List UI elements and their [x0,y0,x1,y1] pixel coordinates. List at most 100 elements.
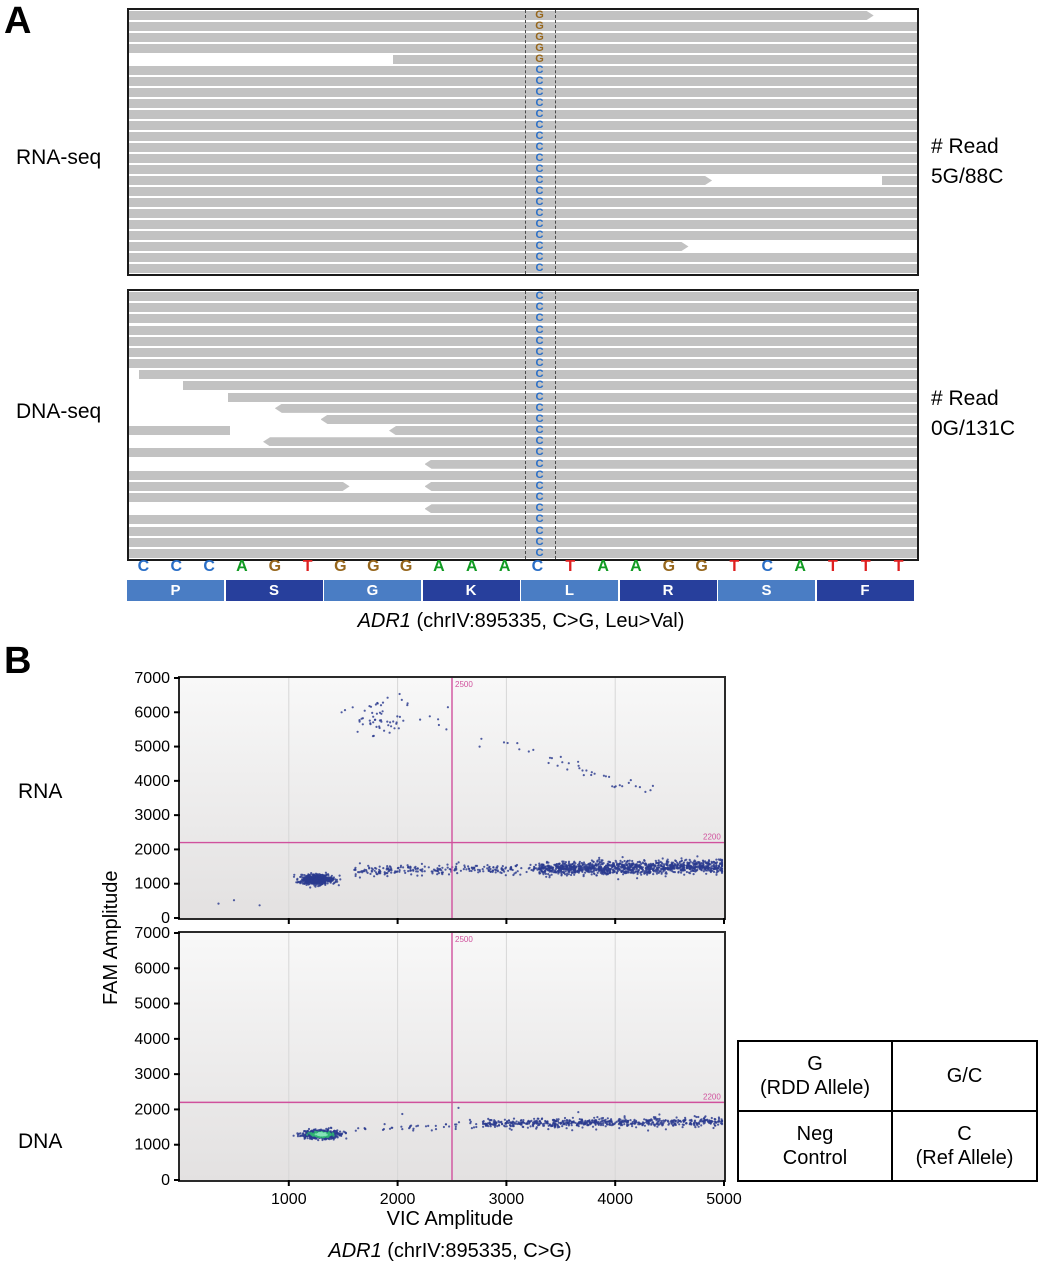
read-bar [129,336,917,346]
legend-cell-rdd-allele: G (RDD Allele) [737,1040,893,1112]
reference-base-letter: T [893,558,904,575]
y-tick-label: 1000 [134,876,170,893]
variant-base-letter: C [535,196,544,208]
reference-base-letter: G [334,558,347,575]
reference-base-letter: C [761,558,774,575]
rna-scatter-plot: 0 1000 2000 3000 4000 5000 6000 7000 2500 2200 [134,670,726,927]
read-bar [129,231,917,240]
variant-base-letter: C [535,108,544,120]
amino-acid-box: L [521,580,618,601]
dna-plot-label: DNA [18,1130,63,1153]
reference-base-letter: T [860,558,871,575]
droplet-cluster [314,1131,328,1137]
variant-base-letter: C [535,446,544,459]
y-axis-label: FAM Amplitude [100,870,122,1005]
read-bar [129,347,917,357]
variant-base-letter: G [535,53,544,65]
variant-base-letter: C [535,357,544,369]
read-bar [129,66,917,75]
variant-base-letter: G [535,9,544,21]
reference-base-letter: A [630,558,642,575]
variant-base-letter: C [535,524,544,537]
variant-base-letter: C [535,229,544,241]
variant-base-letter: C [535,64,544,76]
legend-cell-ref-allele: C (Ref Allele) [891,1110,1038,1182]
read-bar [424,481,917,491]
y-tick-label: 6000 [134,960,170,977]
amino-acid-box: F [816,580,914,601]
variant-base-letter: C [535,251,544,263]
reference-base-letter: G [399,558,413,575]
reference-base-letter: A [466,558,478,575]
reference-base-letter: C [137,558,150,575]
amino-acid-box: P [127,580,224,601]
crosshair-x-label: 2500 [455,680,473,689]
read-bar [129,198,917,207]
read-bar [389,426,917,436]
droplet-cluster [354,1118,478,1132]
variant-base-letter: C [535,412,544,425]
panel-b-caption: ADR1 (chrIV:895335, C>G) [178,1240,722,1263]
variant-base-letter: C [535,97,544,109]
read-bar [129,526,917,536]
amino-acid-box: R [619,580,717,601]
crosshair-y-label: 2200 [703,1092,721,1101]
read-bar [129,77,917,86]
amino-acid-box: G [324,580,421,601]
reference-base-letter: T [302,558,313,575]
reference-base-letter: A [236,558,248,575]
panel-b-caption-rest: (chrIV:895335, C>G) [381,1240,572,1262]
variant-base-letter: C [535,86,544,98]
variant-base-letter: C [535,218,544,230]
read-bar [263,437,917,447]
variant-base-letter: C [535,323,544,336]
read-bar [129,99,917,108]
read-bar [129,253,917,262]
read-bar [881,176,917,185]
y-tick-label: 7000 [134,925,170,942]
gene-name: ADR1 [328,1240,382,1262]
variant-base-letter: C [535,401,544,414]
reference-base-letter: A [433,558,445,575]
droplet-cluster [292,871,342,889]
read-bar [129,154,917,163]
read-bar [129,242,689,251]
read-bar [129,143,917,152]
dna-seq-track-label: DNA-seq [16,400,102,423]
droplet-cluster [217,899,261,907]
read-bar [129,537,917,547]
variant-base-letter: C [535,130,544,142]
x-axis-label: VIC Amplitude [386,1208,514,1230]
reference-base-letter: C [531,558,544,575]
droplet-cluster [401,1106,661,1116]
variant-base-letter: C [535,119,544,131]
crosshair-x-label: 2500 [455,935,473,944]
variant-column-line [554,291,556,559]
amino-acid-box: S [718,580,815,601]
droplet-cluster [481,1115,724,1132]
variant-column-line [524,10,526,274]
y-tick-label: 3000 [134,1066,170,1083]
dna-read-count-line1: # Read [931,387,999,410]
reference-base-letter: A [794,558,806,575]
variant-column-line [524,291,526,559]
reference-base-letter: G [695,558,708,575]
reference-base-letter: T [729,558,740,575]
reference-base-letter: A [597,558,609,575]
variant-base-letter: C [535,262,544,274]
variant-base-letter: G [535,31,544,43]
rna-read-count: # Read 5G/88C [931,132,1003,193]
variant-base-letter: C [535,185,544,197]
variant-base-letter: C [535,240,544,252]
amino-acid-box: S [225,580,323,601]
droplet-cluster [478,737,654,793]
read-bar [129,176,712,185]
read-bar [129,22,917,31]
legend-cell-gc: G/C [891,1040,1038,1112]
gene-name: ADR1 [357,610,411,632]
panel-b-label: B [4,640,32,682]
rna-seq-track-label: RNA-seq [16,146,102,169]
read-bar [129,303,917,313]
